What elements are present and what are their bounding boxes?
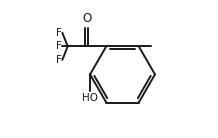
Text: F: F — [56, 55, 62, 65]
Text: HO: HO — [82, 93, 98, 103]
Text: F: F — [56, 41, 62, 51]
Text: O: O — [82, 12, 91, 25]
Text: F: F — [56, 28, 62, 38]
